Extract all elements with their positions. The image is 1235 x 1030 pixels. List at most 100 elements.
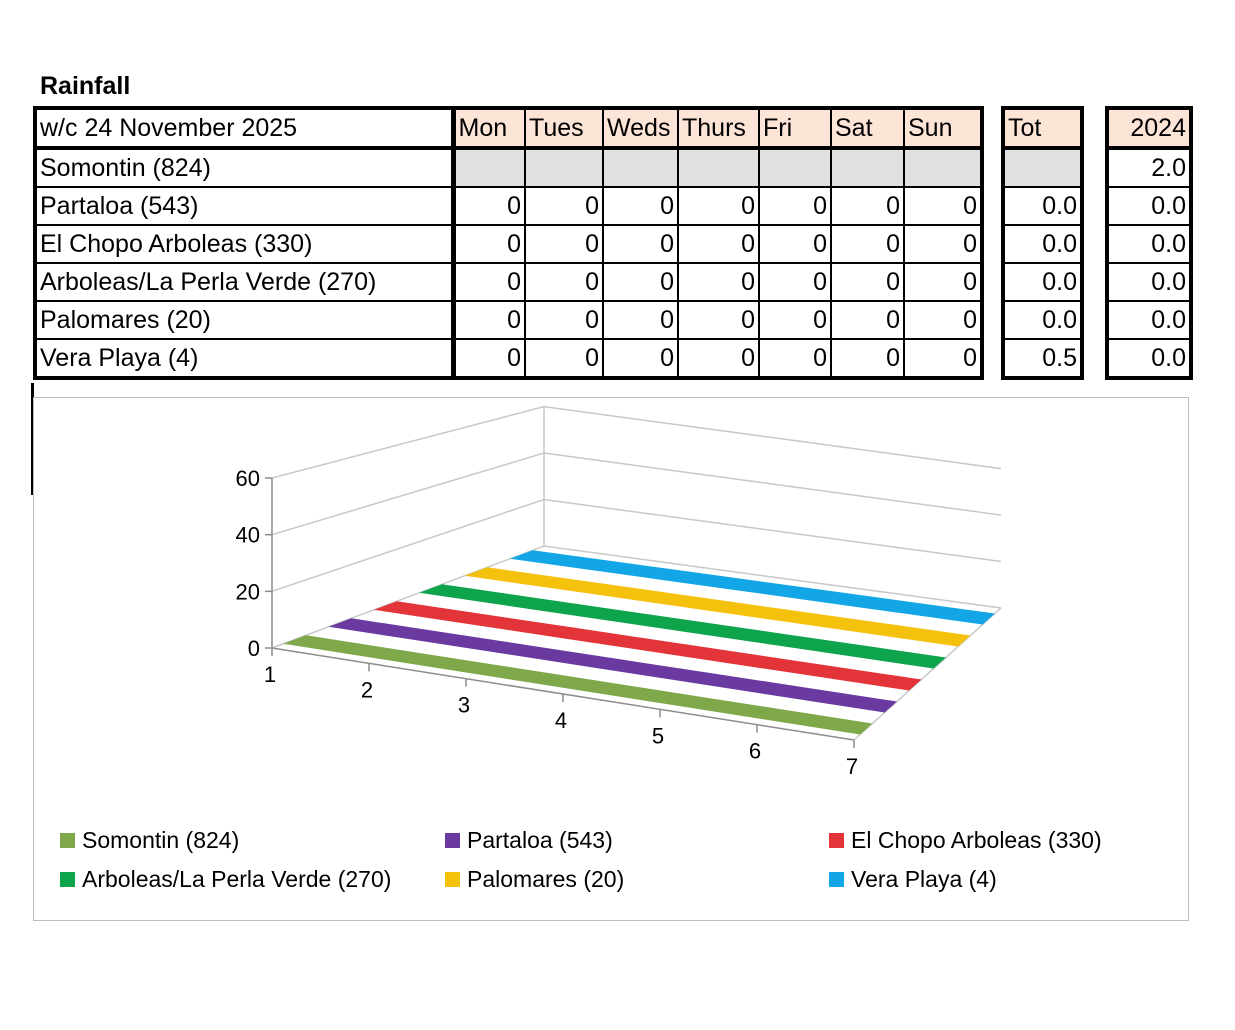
series-ribbon: [419, 584, 946, 669]
rain-value: 0: [903, 338, 983, 379]
tot-row: [1002, 147, 1083, 188]
rain-value: 0: [452, 186, 526, 226]
legend-swatch: [829, 833, 844, 848]
day-header: Fri: [758, 107, 832, 150]
prev-year-value: 0.0: [1106, 300, 1192, 340]
series-ribbon: [464, 567, 971, 647]
x-tick-label: 2: [361, 677, 373, 702]
prev-year-row: 0.0: [1106, 338, 1192, 379]
rain-value: 0: [524, 224, 604, 264]
table-border-stub: [31, 383, 34, 495]
tot-header-row: Tot: [1002, 107, 1083, 150]
table-row: Partaloa (543) 0 0 0 0 0 0 0: [34, 186, 983, 226]
x-tick-label: 7: [846, 754, 858, 779]
prev-year-header: 2024: [1106, 107, 1192, 150]
page-title: Rainfall: [40, 72, 131, 100]
series-ribbon: [328, 618, 897, 713]
previous-year-table: 2024 2.0 0.0 0.0 0.0 0.0 0.0: [1105, 106, 1193, 380]
rain-value: 0: [602, 262, 679, 302]
prev-year-value: 2.0: [1106, 147, 1192, 188]
prev-year-value: 0.0: [1106, 224, 1192, 264]
tot-value: 0.0: [1002, 300, 1083, 340]
rain-value: 0: [452, 224, 526, 264]
legend-label: Somontin (824): [82, 827, 239, 853]
legend-label: El Chopo Arboleas (330): [851, 827, 1102, 853]
rain-value: 0: [758, 186, 832, 226]
tot-row: 0.5: [1002, 338, 1083, 379]
rain-value: 0: [524, 300, 604, 340]
rain-value: 0: [677, 224, 760, 264]
rain-value: 0: [602, 300, 679, 340]
rain-value: 0: [830, 338, 905, 379]
legend-swatch: [445, 833, 460, 848]
y-tick-label: 60: [236, 466, 260, 491]
tot-row: 0.0: [1002, 300, 1083, 340]
rain-value: [758, 147, 832, 188]
x-tick-label: 3: [458, 693, 470, 718]
legend-label: Partaloa (543): [467, 827, 613, 853]
tot-value: 0.5: [1002, 338, 1083, 379]
tot-value: 0.0: [1002, 262, 1083, 302]
rainfall-chart: 0 20 40 60 1 2 3 4 5 6 7 Somontin (824) Partaloa (54…: [60, 405, 1102, 892]
series-ribbon: [510, 550, 995, 625]
rain-value: 0: [602, 224, 679, 264]
table-row: Palomares (20) 0 0 0 0 0 0 0: [34, 300, 983, 340]
gridline: [271, 405, 1002, 479]
prev-year-row: 0.0: [1106, 186, 1192, 226]
rain-value: 0: [830, 262, 905, 302]
floor-edge: [853, 607, 1002, 741]
rain-value: [677, 147, 760, 188]
x-tick-label: 6: [749, 739, 761, 764]
prev-year-value: 0.0: [1106, 262, 1192, 302]
rain-value: 0: [677, 338, 760, 379]
series-ribbon: [374, 601, 922, 691]
tot-value: 0.0: [1002, 186, 1083, 226]
legend-label: Palomares (20): [467, 866, 624, 892]
site-name: Somontin (824): [34, 147, 456, 188]
gridline: [271, 498, 1002, 593]
rain-value: [452, 147, 526, 188]
rain-value: 0: [452, 338, 526, 379]
table-header-row: w/c 24 November 2025 Mon Tues Weds Thurs Fri S…: [34, 107, 983, 150]
rain-value: 0: [758, 300, 832, 340]
y-tick-label: 40: [236, 523, 260, 548]
x-tick-label: 1: [264, 662, 276, 687]
rain-value: 0: [602, 338, 679, 379]
table-row: Somontin (824): [34, 147, 983, 188]
table-row: El Chopo Arboleas (330) 0 0 0 0 0 0 0: [34, 224, 983, 264]
site-name: Palomares (20): [34, 300, 456, 340]
rain-value: 0: [758, 262, 832, 302]
rain-value: 0: [677, 186, 760, 226]
rain-value: [903, 147, 983, 188]
rain-value: 0: [524, 262, 604, 302]
chart-area: 0 20 40 60 1 2 3 4 5 6 7 Somontin (824) Partaloa (54…: [33, 397, 1189, 921]
day-header: Sat: [830, 107, 905, 150]
prev-year-value: 0.0: [1106, 186, 1192, 226]
table-row: Arboleas/La Perla Verde (270) 0 0 0 0 0 0 0: [34, 262, 983, 302]
rain-value: 0: [677, 262, 760, 302]
legend-swatch: [829, 872, 844, 887]
rain-value: 0: [452, 262, 526, 302]
tot-row: 0.0: [1002, 186, 1083, 226]
legend-label: Vera Playa (4): [851, 866, 997, 892]
day-header: Weds: [602, 107, 679, 150]
rain-value: 0: [758, 224, 832, 264]
site-name: Partaloa (543): [34, 186, 456, 226]
week-label: w/c 24 November 2025: [34, 107, 456, 150]
y-tick-label: 0: [248, 636, 260, 661]
prev-year-row: 0.0: [1106, 300, 1192, 340]
site-name: El Chopo Arboleas (330): [34, 224, 456, 264]
gridline: [271, 452, 1002, 536]
prev-year-row: 2.0: [1106, 147, 1192, 188]
day-header: Mon: [452, 107, 526, 150]
x-tick-label: 5: [652, 723, 664, 748]
rain-value: 0: [602, 186, 679, 226]
prev-year-header-row: 2024: [1106, 107, 1192, 150]
rain-value: 0: [830, 224, 905, 264]
x-tick-label: 4: [555, 708, 567, 733]
prev-year-row: 0.0: [1106, 224, 1192, 264]
rain-value: 0: [830, 186, 905, 226]
prev-year-row: 0.0: [1106, 262, 1192, 302]
table-row: Vera Playa (4) 0 0 0 0 0 0 0: [34, 338, 983, 379]
day-header: Tues: [524, 107, 604, 150]
